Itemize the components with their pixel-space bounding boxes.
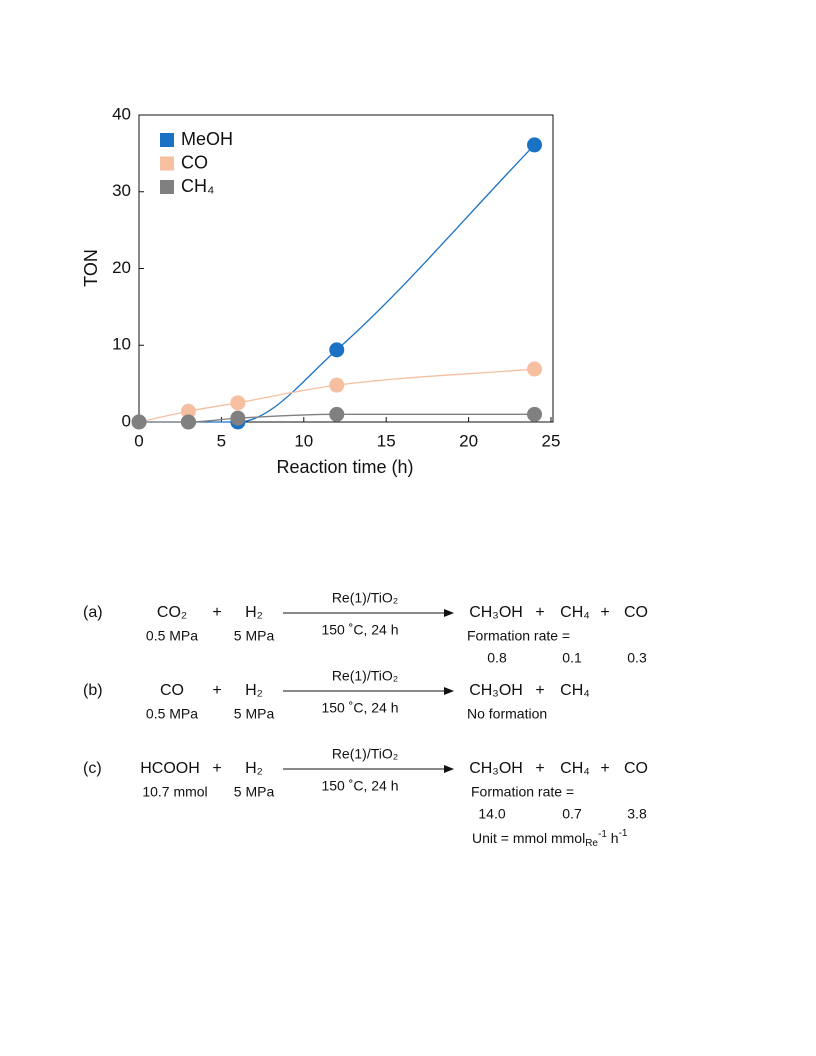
plus: + (600, 760, 609, 777)
reaction: (a) CO₂ 0.5 MPa H₂ 5 MPa + Re(1)/TiO₂ 150 ˚C, 2… (83, 590, 648, 666)
y-tick-label: 10 (112, 335, 131, 354)
rate: 0.7 (562, 806, 582, 822)
plus: + (212, 760, 221, 777)
product: CH₃OH (469, 760, 523, 777)
rate: 0.8 (487, 650, 507, 666)
catalyst: Re(1)/TiO₂ (332, 590, 398, 606)
conditions: 150 ˚C, 24 h (321, 778, 398, 794)
marker (329, 377, 345, 393)
conditions: 150 ˚C, 24 h (321, 622, 398, 638)
legend-label: MeOH (181, 129, 233, 149)
marker (527, 361, 543, 377)
x-tick-label: 0 (134, 431, 143, 450)
catalyst: Re(1)/TiO₂ (332, 668, 398, 684)
reactant: H₂ (245, 760, 263, 777)
product: CH₄ (560, 760, 590, 777)
note: No formation (467, 706, 547, 722)
legend-swatch (160, 180, 174, 194)
marker (329, 342, 345, 358)
unit-part: h (607, 830, 619, 846)
reactant: CO₂ (157, 604, 187, 621)
x-tick-label: 10 (294, 431, 313, 450)
plus: + (212, 682, 221, 699)
note: Formation rate = (471, 784, 574, 800)
marker (230, 395, 246, 411)
reactant-amount: 5 MPa (234, 628, 275, 644)
plus: + (535, 760, 544, 777)
reactant: H₂ (245, 604, 263, 621)
plus: + (212, 604, 221, 621)
marker (527, 406, 543, 422)
unit: Unit = mmol mmolRe-1 h-1 (472, 828, 628, 849)
reaction-label: (b) (83, 682, 103, 699)
reaction: (b) CO 0.5 MPa H₂ 5 MPa + Re(1)/TiO₂ 150 ˚C, 24… (83, 668, 590, 722)
marker (131, 414, 147, 430)
unit-part: -1 (598, 829, 607, 840)
catalyst: Re(1)/TiO₂ (332, 746, 398, 762)
plus: + (535, 604, 544, 621)
x-tick-label: 15 (377, 431, 396, 450)
plus: + (600, 604, 609, 621)
conditions: 150 ˚C, 24 h (321, 700, 398, 716)
legend-label: CH₄ (181, 176, 214, 196)
rate: 14.0 (478, 806, 505, 822)
rate: 3.8 (627, 806, 647, 822)
unit-part: Re (585, 838, 598, 849)
unit-part: -1 (619, 828, 628, 839)
product: CH₄ (560, 604, 590, 621)
product: CH₃OH (469, 682, 523, 699)
rate: 0.3 (627, 650, 647, 666)
reaction-label: (c) (83, 760, 102, 777)
x-tick-label: 25 (542, 431, 561, 450)
reactant-amount: 10.7 mmol (142, 784, 207, 800)
x-tick-label: 20 (459, 431, 478, 450)
reactant: H₂ (245, 682, 263, 699)
reactant-amount: 5 MPa (234, 784, 275, 800)
x-tick-label: 5 (217, 431, 226, 450)
unit-part: Unit = mmol mmol (472, 830, 585, 846)
legend-swatch (160, 156, 174, 171)
y-axis-label: TON (81, 249, 101, 287)
reactant-amount: 5 MPa (234, 706, 275, 722)
marker (180, 403, 196, 419)
legend-swatch (160, 133, 174, 147)
reactant: HCOOH (140, 760, 200, 777)
plus: + (535, 682, 544, 699)
product: CH₄ (560, 682, 590, 699)
reactant: CO (160, 682, 184, 699)
reaction-label: (a) (83, 604, 103, 621)
y-tick-label: 40 (112, 104, 131, 123)
y-tick-label: 0 (122, 411, 131, 430)
x-axis-label: Reaction time (h) (276, 457, 413, 477)
reaction: (c) HCOOH 10.7 mmol H₂ 5 MPa + Re(1)/TiO₂ 150 ˚… (83, 746, 648, 822)
product: CO (624, 604, 648, 621)
rate: 0.1 (562, 650, 582, 666)
reactant-amount: 0.5 MPa (146, 706, 198, 722)
legend-label: CO (181, 152, 208, 172)
y-tick-label: 20 (112, 258, 131, 277)
product: CO (624, 760, 648, 777)
marker (230, 410, 246, 426)
marker (527, 137, 543, 153)
reactant-amount: 0.5 MPa (146, 628, 198, 644)
note: Formation rate = (467, 628, 570, 644)
y-tick-label: 30 (112, 181, 131, 200)
product: CH₃OH (469, 604, 523, 621)
marker (180, 414, 196, 430)
marker (329, 406, 345, 422)
